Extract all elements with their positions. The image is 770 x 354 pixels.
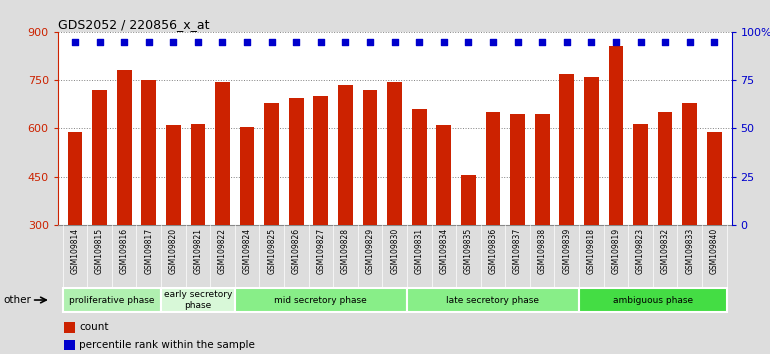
Bar bbox=[707, 132, 721, 321]
Bar bbox=[65, 322, 75, 333]
FancyBboxPatch shape bbox=[407, 288, 579, 312]
Point bbox=[437, 39, 450, 44]
Text: GSM109823: GSM109823 bbox=[636, 228, 645, 274]
Bar bbox=[166, 125, 181, 321]
Text: late secretory phase: late secretory phase bbox=[447, 296, 540, 304]
Text: GDS2052 / 220856_x_at: GDS2052 / 220856_x_at bbox=[58, 18, 209, 31]
FancyBboxPatch shape bbox=[235, 288, 407, 312]
Point bbox=[487, 39, 499, 44]
Text: GSM109827: GSM109827 bbox=[316, 228, 326, 274]
Bar bbox=[65, 340, 75, 350]
Text: GSM109817: GSM109817 bbox=[144, 228, 153, 274]
Bar bbox=[412, 109, 427, 321]
FancyBboxPatch shape bbox=[579, 288, 727, 312]
Text: GSM109819: GSM109819 bbox=[611, 228, 621, 274]
Point bbox=[413, 39, 425, 44]
Bar bbox=[486, 112, 500, 321]
Bar bbox=[633, 124, 648, 321]
FancyBboxPatch shape bbox=[161, 288, 235, 312]
Text: GSM109818: GSM109818 bbox=[587, 228, 596, 274]
Text: GSM109816: GSM109816 bbox=[119, 228, 129, 274]
Bar bbox=[535, 114, 550, 321]
Text: GSM109829: GSM109829 bbox=[366, 228, 374, 274]
Text: GSM109820: GSM109820 bbox=[169, 228, 178, 274]
Text: GSM109822: GSM109822 bbox=[218, 228, 227, 274]
Bar bbox=[239, 127, 254, 321]
Point bbox=[266, 39, 278, 44]
Point bbox=[192, 39, 204, 44]
Text: mid secretory phase: mid secretory phase bbox=[274, 296, 367, 304]
Point bbox=[684, 39, 696, 44]
Text: GSM109836: GSM109836 bbox=[488, 228, 497, 274]
Point bbox=[69, 39, 81, 44]
Point bbox=[241, 39, 253, 44]
Point bbox=[511, 39, 524, 44]
Point bbox=[290, 39, 303, 44]
Point bbox=[216, 39, 229, 44]
Bar bbox=[68, 132, 82, 321]
Text: proliferative phase: proliferative phase bbox=[69, 296, 155, 304]
Text: GSM109837: GSM109837 bbox=[513, 228, 522, 274]
Point bbox=[364, 39, 377, 44]
Text: count: count bbox=[79, 322, 109, 332]
Point bbox=[585, 39, 598, 44]
Text: GSM109839: GSM109839 bbox=[562, 228, 571, 274]
Bar bbox=[387, 82, 402, 321]
Point bbox=[93, 39, 105, 44]
Bar bbox=[190, 124, 206, 321]
Point bbox=[536, 39, 548, 44]
Text: GSM109832: GSM109832 bbox=[661, 228, 670, 274]
Text: GSM109828: GSM109828 bbox=[341, 228, 350, 274]
Point bbox=[167, 39, 179, 44]
Bar bbox=[313, 96, 328, 321]
Text: other: other bbox=[3, 295, 31, 305]
Point bbox=[708, 39, 721, 44]
Bar bbox=[338, 85, 353, 321]
Bar bbox=[92, 90, 107, 321]
Bar bbox=[584, 77, 599, 321]
Bar bbox=[117, 70, 132, 321]
Text: GSM109826: GSM109826 bbox=[292, 228, 301, 274]
Bar bbox=[363, 90, 377, 321]
Point bbox=[142, 39, 155, 44]
Bar bbox=[215, 82, 230, 321]
Text: GSM109815: GSM109815 bbox=[95, 228, 104, 274]
Bar bbox=[437, 125, 451, 321]
Point bbox=[388, 39, 400, 44]
Bar bbox=[511, 114, 525, 321]
Point bbox=[118, 39, 130, 44]
Text: percentile rank within the sample: percentile rank within the sample bbox=[79, 340, 255, 350]
Text: GSM109821: GSM109821 bbox=[193, 228, 203, 274]
FancyBboxPatch shape bbox=[62, 288, 161, 312]
Text: GSM109833: GSM109833 bbox=[685, 228, 695, 274]
Point bbox=[462, 39, 474, 44]
Point bbox=[315, 39, 327, 44]
Text: GSM109830: GSM109830 bbox=[390, 228, 399, 274]
Bar bbox=[264, 103, 279, 321]
Bar bbox=[682, 103, 697, 321]
Bar bbox=[142, 80, 156, 321]
Text: GSM109824: GSM109824 bbox=[243, 228, 252, 274]
Text: early secretory
phase: early secretory phase bbox=[164, 290, 232, 310]
Point bbox=[634, 39, 647, 44]
Point bbox=[610, 39, 622, 44]
Bar bbox=[461, 175, 476, 321]
Text: ambiguous phase: ambiguous phase bbox=[613, 296, 693, 304]
Text: GSM109831: GSM109831 bbox=[415, 228, 424, 274]
Text: GSM109838: GSM109838 bbox=[537, 228, 547, 274]
Point bbox=[340, 39, 352, 44]
Bar bbox=[289, 98, 303, 321]
Text: GSM109825: GSM109825 bbox=[267, 228, 276, 274]
Text: GSM109834: GSM109834 bbox=[440, 228, 448, 274]
Point bbox=[561, 39, 573, 44]
Point bbox=[659, 39, 671, 44]
Bar bbox=[559, 74, 574, 321]
Text: GSM109835: GSM109835 bbox=[464, 228, 473, 274]
Bar bbox=[658, 112, 672, 321]
Text: GSM109814: GSM109814 bbox=[71, 228, 79, 274]
Bar bbox=[608, 46, 623, 321]
Text: GSM109840: GSM109840 bbox=[710, 228, 718, 274]
